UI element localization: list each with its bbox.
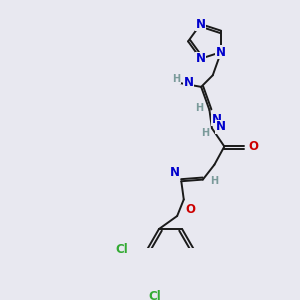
Text: N: N [216,120,226,133]
Text: O: O [185,203,195,216]
Text: N: N [169,166,180,179]
Text: H: H [195,103,204,113]
Text: Cl: Cl [148,290,161,300]
Text: N: N [216,46,226,59]
Text: N: N [184,76,194,89]
Text: Cl: Cl [116,243,128,256]
Text: N: N [196,18,206,31]
Text: N: N [196,52,206,65]
Text: H: H [201,128,209,138]
Text: H: H [172,74,180,84]
Text: H: H [210,176,218,186]
Text: N: N [212,112,222,125]
Text: O: O [248,140,258,153]
